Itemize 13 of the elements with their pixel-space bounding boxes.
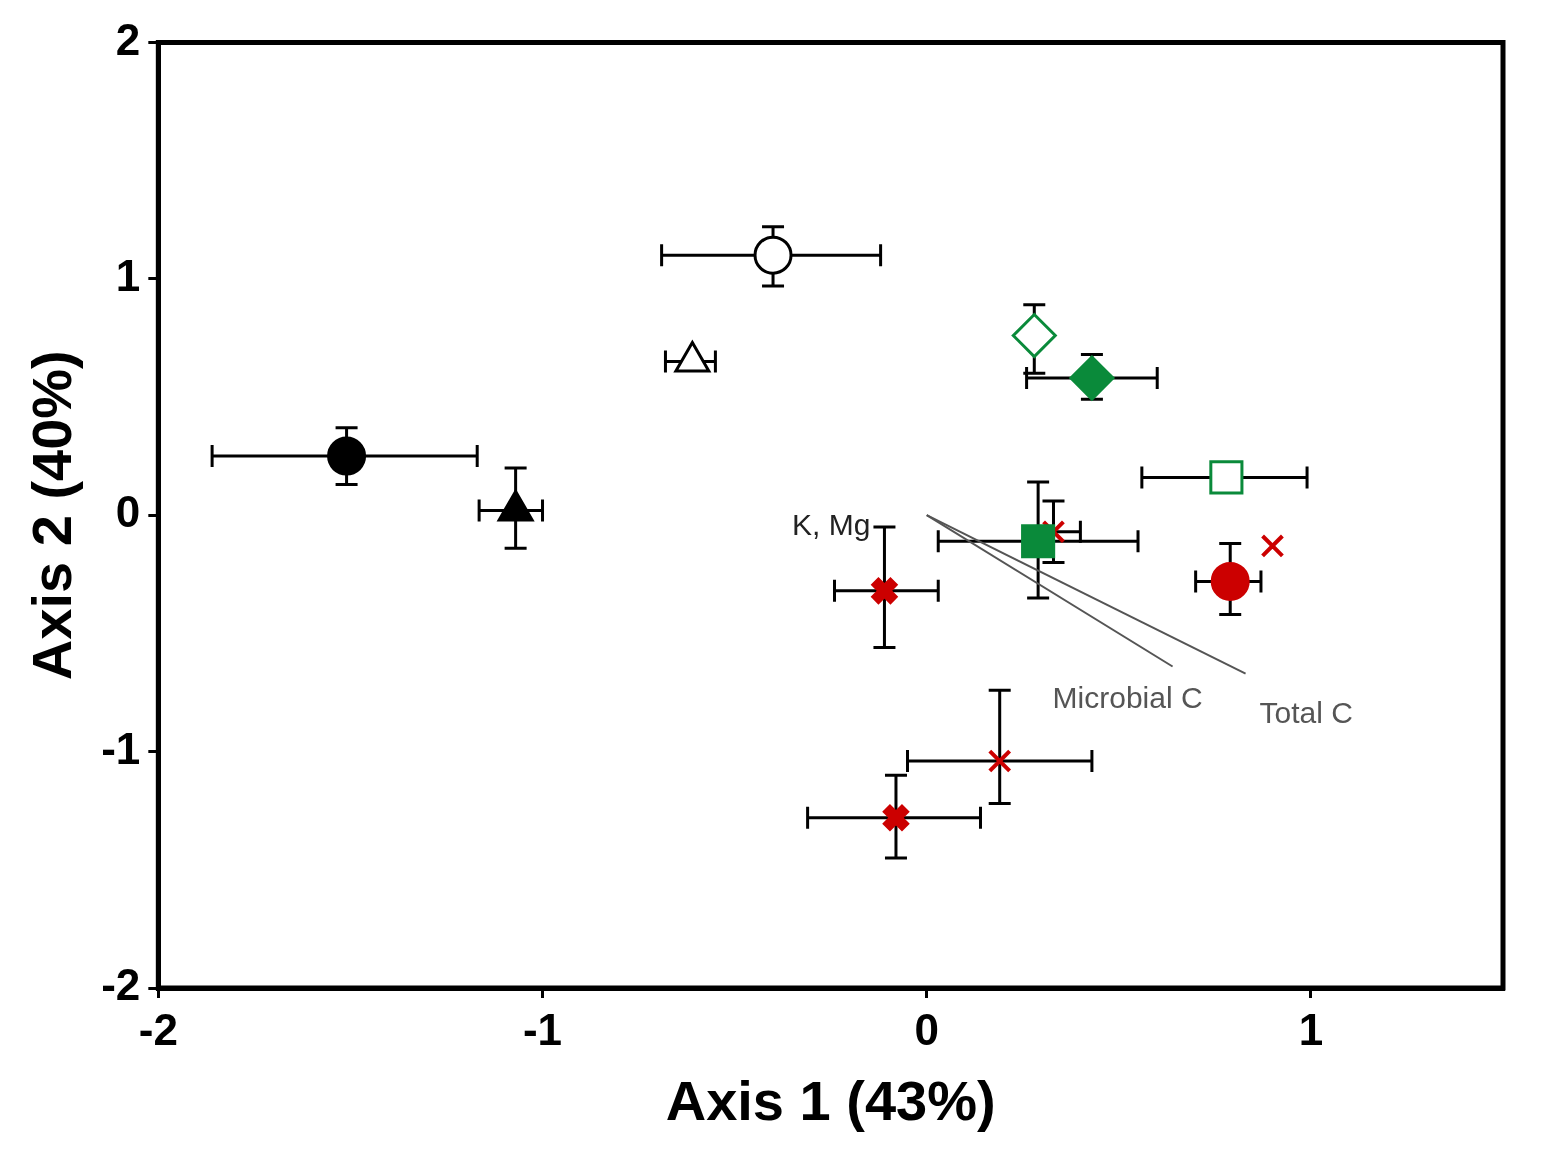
annotation: K, Mg xyxy=(792,508,871,542)
x-tick-label: -1 xyxy=(522,1004,563,1054)
y-tick-label: 1 xyxy=(115,250,141,300)
y-tick-label: 0 xyxy=(115,487,141,537)
y-tick-label: -2 xyxy=(101,960,141,1010)
y-tick-label: -1 xyxy=(101,723,141,773)
x-axis-title: Axis 1 (43%) xyxy=(665,1068,996,1132)
series-label: Total C xyxy=(1259,695,1353,729)
y-tick-label: 2 xyxy=(115,14,141,64)
y-axis-title: Axis 2 (40%) xyxy=(20,350,84,681)
series-label: Microbial C xyxy=(1052,680,1203,714)
x-tick-label: 1 xyxy=(1298,1004,1324,1054)
x-tick-label: 0 xyxy=(914,1004,939,1054)
